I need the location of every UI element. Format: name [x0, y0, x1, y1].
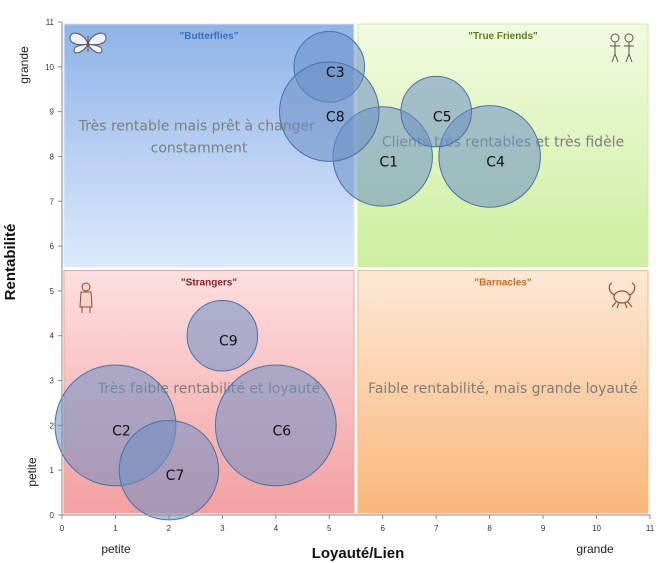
bubble-label-c5: C5 — [433, 110, 452, 126]
y-tick-label: 3 — [50, 377, 55, 386]
x-tick-label: 5 — [327, 524, 332, 533]
x-tick-label: 0 — [60, 524, 65, 533]
y-tick-label: 8 — [50, 152, 55, 161]
y-low-label: petite — [25, 457, 39, 487]
quadrant-barnacles-title: "Barnacles" — [474, 278, 532, 289]
x-tick-label: 7 — [434, 524, 439, 533]
x-axis-title: Loyauté/Lien — [312, 545, 405, 562]
y-tick-label: 1 — [50, 466, 55, 475]
quadrant-barnacles-description: Faible rentabilité, mais grande loyauté — [368, 381, 638, 397]
y-tick-label: 4 — [50, 332, 55, 341]
y-axis-title: Rentabilité — [2, 224, 19, 301]
x-tick-label: 10 — [592, 524, 601, 533]
friends-icon — [610, 33, 634, 63]
bubble-label-c4: C4 — [486, 154, 505, 170]
bubble-label-c3: C3 — [326, 65, 345, 81]
bubble-c9 — [186, 299, 259, 372]
quadrant-butterflies-title: "Butterflies" — [180, 31, 239, 42]
bubble-c7 — [118, 419, 220, 521]
quadrant-butterflies-description: Très rentable mais prêt à changer consta… — [78, 118, 320, 156]
bubble-label-c9: C9 — [219, 334, 238, 350]
quadrant-true-friends-title: "True Friends" — [468, 31, 538, 42]
y-axis-ticks: 0 1 2 3 4 5 6 7 8 9 10 11 — [45, 18, 62, 520]
y-tick-label: 9 — [50, 108, 55, 117]
bubble-label-c7: C7 — [166, 468, 185, 484]
butterfly-icon — [69, 32, 107, 54]
x-tick-label: 11 — [646, 524, 655, 533]
description-line: Très rentable mais prêt à changer — [78, 118, 315, 134]
y-high-label: grande — [17, 46, 31, 84]
x-tick-label: 2 — [167, 524, 172, 533]
x-axis-ticks: 0 1 2 3 4 5 6 7 8 9 10 11 — [60, 515, 655, 533]
y-tick-label: 2 — [50, 421, 55, 430]
stranger-icon — [79, 282, 93, 313]
x-tick-label: 4 — [274, 524, 279, 533]
bubble-label-c6: C6 — [272, 423, 291, 439]
crab-icon — [608, 282, 636, 309]
x-low-label: petite — [101, 542, 131, 556]
bubble-c6 — [214, 364, 337, 487]
x-tick-label: 3 — [220, 524, 225, 533]
bubble-c5 — [400, 75, 472, 148]
x-high-label: grande — [576, 542, 614, 556]
quadrant-strangers-title: "Strangers" — [181, 278, 237, 289]
y-tick-label: 7 — [50, 197, 55, 206]
x-tick-label: 1 — [113, 524, 118, 533]
quadrant-barnacles — [357, 270, 649, 514]
bubble-label-c2: C2 — [112, 423, 131, 439]
description-line: constamment — [151, 140, 248, 156]
y-tick-label: 10 — [45, 63, 54, 72]
bubble-c8 — [279, 61, 380, 162]
x-tick-label: 6 — [381, 524, 386, 533]
x-tick-label: 9 — [541, 524, 546, 533]
y-tick-label: 5 — [50, 287, 55, 296]
x-tick-label: 8 — [487, 524, 492, 533]
bubble-label-c8: C8 — [326, 110, 345, 126]
y-tick-label: 0 — [50, 511, 55, 520]
bubble-label-c1: C1 — [379, 154, 398, 170]
bubbles-layer: C1 C2 C3 C4 C5 C6 C7 C8 C9 — [54, 31, 541, 521]
y-tick-label: 11 — [46, 18, 55, 27]
y-tick-label: 6 — [50, 242, 55, 251]
